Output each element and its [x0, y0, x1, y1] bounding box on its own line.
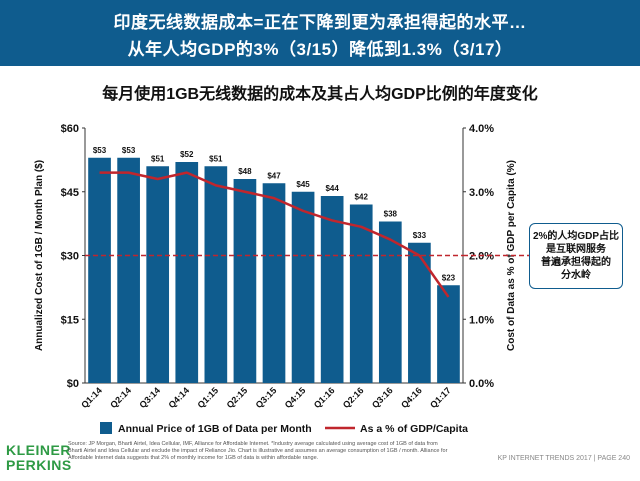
bar — [175, 162, 199, 383]
kleiner-perkins-logo: KLEINER PERKINS — [6, 443, 72, 473]
gdp-share-line — [99, 171, 450, 298]
bar-value-label: $52 — [180, 150, 194, 159]
bar-value-label: $45 — [296, 180, 310, 189]
left-tick-label: $30 — [61, 251, 79, 263]
header-banner: 印度无线数据成本=正在下降到更为承担得起的水平… 从年人均GDP的3%（3/15… — [0, 0, 640, 66]
logo-line1: KLEINER — [6, 442, 71, 458]
left-tick-label: $15 — [61, 314, 79, 326]
bar — [146, 166, 170, 383]
right-tick-label: 0.0% — [469, 378, 494, 390]
header-title-line2: 从年人均GDP的3%（3/15）降低到1.3%（3/17） — [127, 40, 513, 59]
source-note: Source: JP Morgan, Bharti Airtel, Idea C… — [68, 441, 448, 461]
legend-bar-label: Annual Price of 1GB of Data per Month — [118, 423, 312, 435]
x-tick-label: Q3:15 — [254, 385, 279, 410]
bar-value-label: $48 — [238, 167, 252, 176]
bar — [437, 285, 460, 383]
x-tick-label: Q4:15 — [283, 385, 308, 410]
bar — [408, 242, 431, 383]
note-line: 是互联网服务 — [546, 244, 606, 255]
x-tick-label: Q2:14 — [108, 385, 133, 410]
bar — [349, 204, 373, 383]
legend-bar-swatch — [100, 422, 112, 434]
note-line: 分水岭 — [561, 270, 591, 281]
x-tick-label: Q1:16 — [312, 385, 337, 410]
x-tick-label: Q3:16 — [370, 385, 395, 410]
note-line: 普遍承担得起的 — [541, 257, 611, 268]
bar — [117, 157, 140, 383]
left-tick-label: $60 — [61, 123, 79, 135]
note-line: 2%的人均GDP占比 — [532, 231, 620, 242]
right-tick-label: 2.0% — [469, 251, 494, 263]
left-tick-label: $45 — [61, 187, 79, 199]
bar — [88, 157, 111, 383]
bar — [262, 183, 286, 383]
bar-value-label: $44 — [325, 184, 339, 193]
left-tick-label: $0 — [67, 378, 79, 390]
x-tick-label: Q2:16 — [341, 385, 366, 410]
bar-value-label: $38 — [384, 210, 398, 219]
bar-value-label: $53 — [93, 146, 107, 155]
header-title-line1: 印度无线数据成本=正在下降到更为承担得起的水平… — [113, 13, 527, 32]
bar — [378, 221, 402, 383]
x-tick-label: Q2:15 — [225, 385, 250, 410]
bar-value-label: $33 — [413, 231, 427, 240]
bar-value-label: $42 — [355, 193, 369, 202]
threshold-note: 2%的人均GDP占比 是互联网服务 普遍承担得起的 分水岭 — [529, 223, 623, 289]
bar-value-label: $47 — [267, 171, 281, 180]
bar-value-label: $23 — [442, 273, 456, 282]
bar — [233, 179, 257, 383]
x-tick-label: Q1:15 — [196, 385, 221, 410]
x-tick-label: Q3:14 — [137, 385, 162, 410]
right-tick-label: 1.0% — [469, 314, 494, 326]
x-tick-label: Q1:17 — [428, 385, 453, 410]
bar-value-label: $53 — [122, 146, 136, 155]
logo-line2: PERKINS — [6, 457, 72, 473]
x-tick-label: Q4:16 — [399, 385, 424, 410]
right-tick-label: 4.0% — [469, 123, 494, 135]
right-tick-label: 3.0% — [469, 187, 494, 199]
bar — [320, 196, 344, 383]
page-footer: KP INTERNET TRENDS 2017 | PAGE 240 — [497, 455, 630, 462]
x-tick-label: Q4:14 — [166, 385, 191, 410]
bar — [204, 166, 228, 383]
bar-value-label: $51 — [151, 154, 165, 163]
legend-line-label: As a % of GDP/Capita — [360, 423, 468, 435]
chart-subtitle: 每月使用1GB无线数据的成本及其占人均GDP比例的年度变化 — [102, 86, 538, 103]
bar-value-label: $51 — [209, 154, 223, 163]
x-tick-label: Q1:14 — [79, 385, 104, 410]
left-axis-title: Annualized Cost of 1GB / Month Plan ($) — [34, 160, 45, 351]
bar — [291, 191, 315, 383]
